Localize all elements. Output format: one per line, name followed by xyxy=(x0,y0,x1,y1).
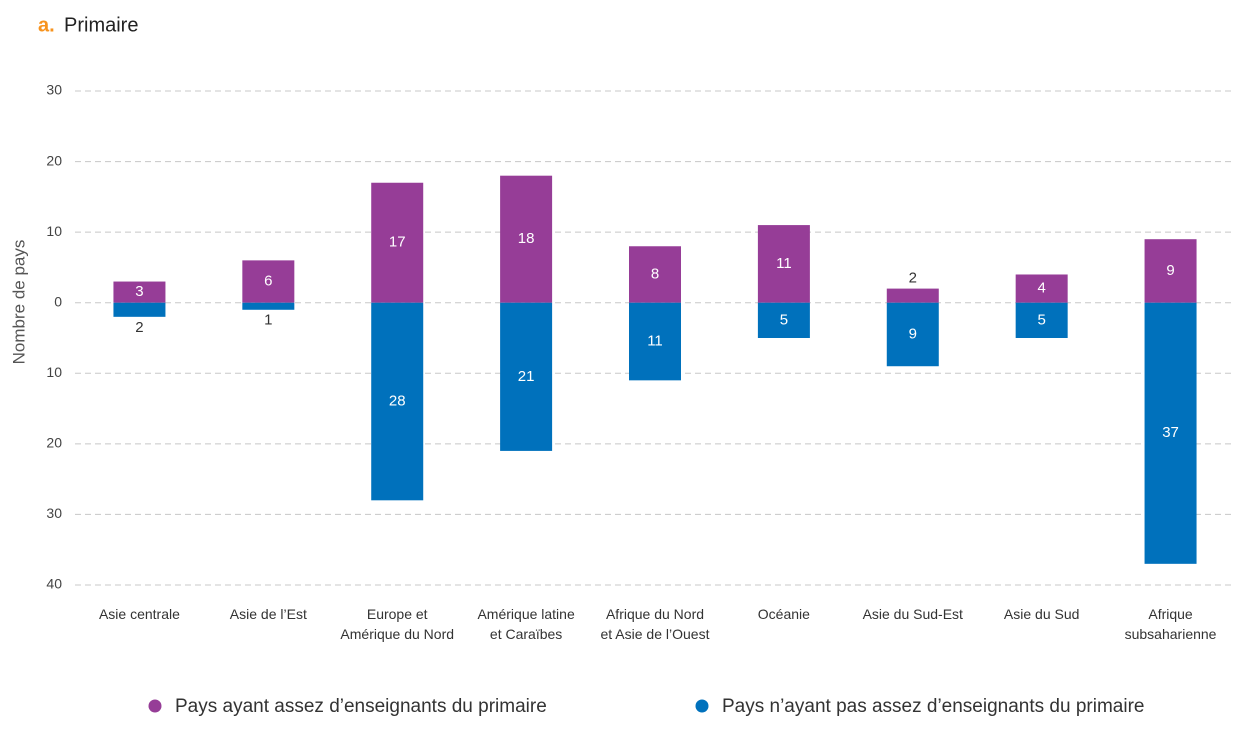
bar xyxy=(629,302,681,381)
legend-marker xyxy=(148,699,162,713)
x-tick-label: Afrique du Nord et Asie de l’Ouest xyxy=(600,606,710,642)
data-label: 9 xyxy=(909,325,917,342)
legend-label: Pays n’ayant pas assez d’enseignants du … xyxy=(722,696,1144,717)
data-label: 17 xyxy=(389,234,406,251)
data-label: 6 xyxy=(264,273,272,290)
data-label: 3 xyxy=(135,283,143,300)
chart-title: Primaire xyxy=(64,14,138,36)
legend-marker xyxy=(695,699,709,713)
data-label: 2 xyxy=(909,270,917,287)
bar xyxy=(500,175,553,303)
y-tick-label: 20 xyxy=(46,152,62,168)
y-tick-label: 30 xyxy=(46,82,62,98)
bar xyxy=(629,246,681,303)
bar xyxy=(886,302,939,367)
data-label: 8 xyxy=(651,265,659,282)
bar xyxy=(371,302,424,501)
data-label: 11 xyxy=(647,332,663,349)
y-tick-label: 10 xyxy=(46,223,62,239)
bar xyxy=(886,288,939,303)
bar xyxy=(1015,274,1068,303)
bar xyxy=(242,302,295,310)
legend-label: Pays ayant assez d’enseignants du primai… xyxy=(175,696,547,717)
panel-label: a. xyxy=(38,14,55,36)
x-tick-label: Asie du Sud-Est xyxy=(862,606,963,622)
bar xyxy=(242,260,295,303)
data-label: 18 xyxy=(518,230,535,247)
data-label: 5 xyxy=(1037,311,1045,328)
data-label: 28 xyxy=(389,392,406,409)
x-tick-label: Amérique latine et Caraïbes xyxy=(477,606,575,642)
data-label: 37 xyxy=(1162,424,1179,441)
y-axis-title: Nombre de pays xyxy=(9,240,28,365)
x-tick-label: Asie centrale xyxy=(98,606,180,622)
x-tick-label: Europe et Amérique du Nord xyxy=(340,606,455,642)
bar xyxy=(1015,302,1068,338)
x-tick-label: Asie de l’Est xyxy=(229,606,307,622)
x-tick-label: Afrique subsaharienne xyxy=(1124,606,1217,642)
y-tick-label: 20 xyxy=(46,435,62,451)
data-label: 1 xyxy=(264,312,272,329)
data-label: 11 xyxy=(776,255,792,272)
bar xyxy=(500,302,553,451)
data-label: 9 xyxy=(1166,262,1174,279)
bar xyxy=(757,302,810,338)
bar xyxy=(113,302,166,317)
data-label: 4 xyxy=(1037,280,1045,297)
bar xyxy=(371,182,424,303)
data-label: 5 xyxy=(780,311,788,328)
bar xyxy=(1144,239,1197,303)
data-label: 2 xyxy=(135,319,143,336)
bar xyxy=(757,225,810,303)
y-tick-label: 40 xyxy=(46,576,62,592)
y-tick-label: 30 xyxy=(46,505,62,521)
data-label: 21 xyxy=(518,368,535,385)
y-tick-label: 0 xyxy=(54,293,62,309)
bar xyxy=(113,281,166,303)
y-tick-label: 10 xyxy=(46,364,62,380)
bar xyxy=(1144,302,1197,564)
x-tick-label: Asie du Sud xyxy=(1003,606,1080,622)
x-tick-label: Océanie xyxy=(757,606,810,622)
